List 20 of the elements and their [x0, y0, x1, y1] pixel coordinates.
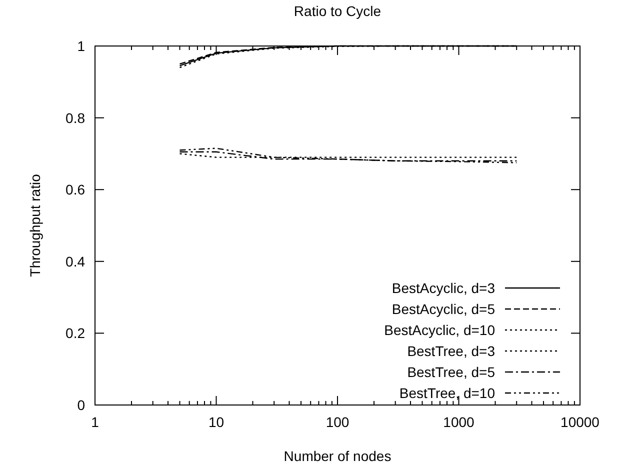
legend-label: BestAcyclic, d=5	[392, 301, 496, 317]
legend-label: BestTree, d=3	[407, 343, 496, 359]
x-tick-label: 100	[326, 414, 350, 430]
y-tick-label: 0.4	[66, 253, 86, 270]
x-tick-label: 1000	[443, 414, 475, 430]
y-axis-title: Throughput ratio	[27, 174, 43, 277]
y-tick-label: 0.2	[66, 325, 86, 342]
y-tick-label: 0.6	[66, 182, 86, 198]
x-tick-label: 10	[208, 414, 224, 430]
legend-label: BestAcyclic, d=10	[384, 322, 496, 338]
chart-title: Ratio to Cycle	[294, 3, 382, 19]
y-tick-label: 0	[77, 397, 86, 413]
legend-label: BestAcyclic, d=3	[392, 280, 496, 296]
x-tick-label: 10000	[560, 414, 600, 430]
y-tick-label: 0.8	[66, 110, 86, 126]
x-tick-label: 1	[91, 414, 100, 430]
legend-label: BestTree, d=5	[407, 364, 496, 380]
x-axis-title: Number of nodes	[284, 448, 392, 464]
legend-label: BestTree, d=10	[399, 385, 496, 401]
y-tick-label: 1	[77, 38, 86, 54]
